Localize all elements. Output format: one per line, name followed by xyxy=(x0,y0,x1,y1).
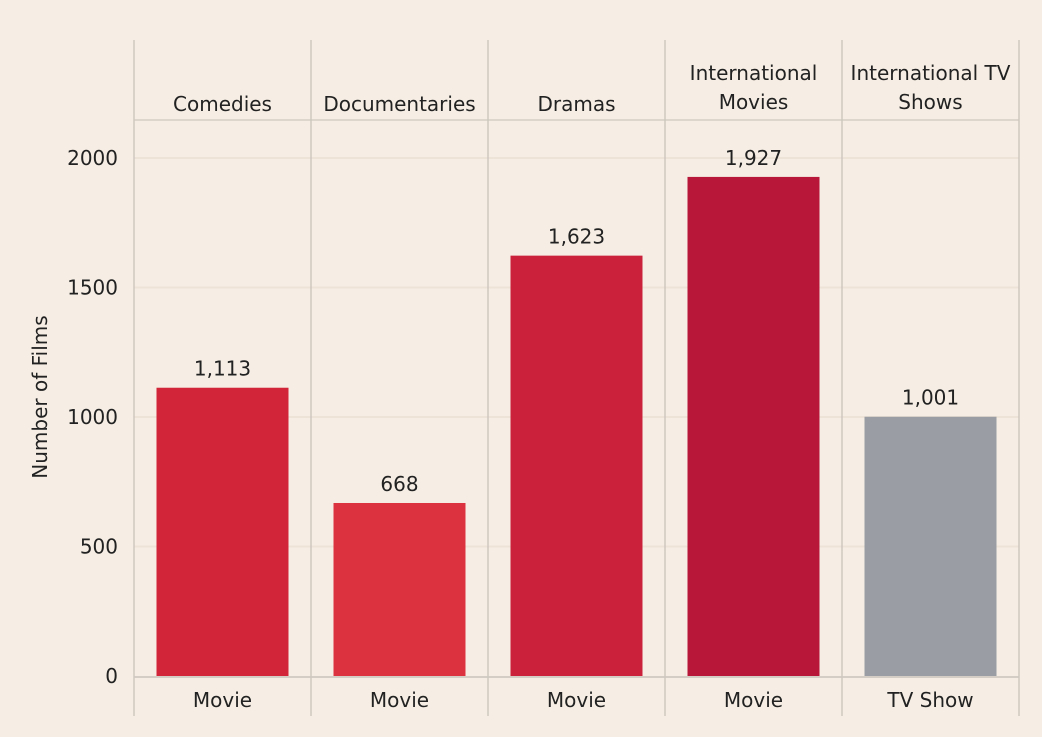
bar xyxy=(333,502,466,676)
column-header: Comedies xyxy=(173,92,272,116)
x-category-label: Movie xyxy=(370,688,429,712)
column-header: International xyxy=(690,61,818,85)
data-label: 1,927 xyxy=(725,146,782,170)
data-label: 1,623 xyxy=(548,225,605,249)
panel-dividers xyxy=(133,40,1020,716)
y-tick-label: 1000 xyxy=(67,405,118,429)
bar xyxy=(687,176,820,677)
column-header: Shows xyxy=(898,90,962,114)
data-label: 1,113 xyxy=(194,357,251,381)
column-header: Dramas xyxy=(537,92,615,116)
data-label: 668 xyxy=(380,472,418,496)
x-category-label: Movie xyxy=(547,688,606,712)
y-tick-label: 2000 xyxy=(67,146,118,170)
y-axis: Number of Films 0 500 1000 1500 2000 xyxy=(28,146,118,688)
y-tick-label: 1500 xyxy=(67,276,118,300)
bars xyxy=(156,176,997,677)
column-header: Movies xyxy=(719,90,789,114)
x-category-label: Movie xyxy=(193,688,252,712)
y-axis-label: Number of Films xyxy=(28,315,52,478)
x-category-label: TV Show xyxy=(886,688,973,712)
y-tick-label: 500 xyxy=(80,535,118,559)
bar xyxy=(510,255,643,676)
x-category-label: Movie xyxy=(724,688,783,712)
x-axis-categories: Movie Movie Movie Movie TV Show xyxy=(193,688,974,712)
bar xyxy=(156,387,289,676)
column-headers: Comedies Documentaries Dramas International… xyxy=(173,61,1011,116)
bar xyxy=(864,416,997,676)
column-header: International TV xyxy=(851,61,1011,85)
y-tick-label: 0 xyxy=(105,664,118,688)
data-labels: 1,113 668 1,623 1,927 1,001 xyxy=(194,146,959,496)
column-header: Documentaries xyxy=(323,92,475,116)
data-label: 1,001 xyxy=(902,386,959,410)
